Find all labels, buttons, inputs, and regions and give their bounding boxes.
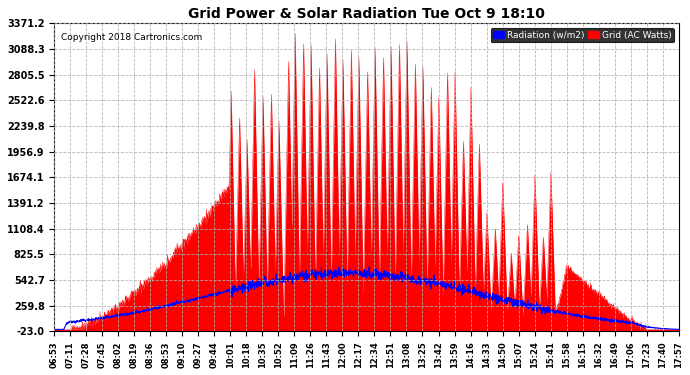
Title: Grid Power & Solar Radiation Tue Oct 9 18:10: Grid Power & Solar Radiation Tue Oct 9 1… bbox=[188, 7, 545, 21]
Legend: Radiation (w/m2), Grid (AC Watts): Radiation (w/m2), Grid (AC Watts) bbox=[491, 28, 674, 42]
Text: Copyright 2018 Cartronics.com: Copyright 2018 Cartronics.com bbox=[61, 33, 202, 42]
